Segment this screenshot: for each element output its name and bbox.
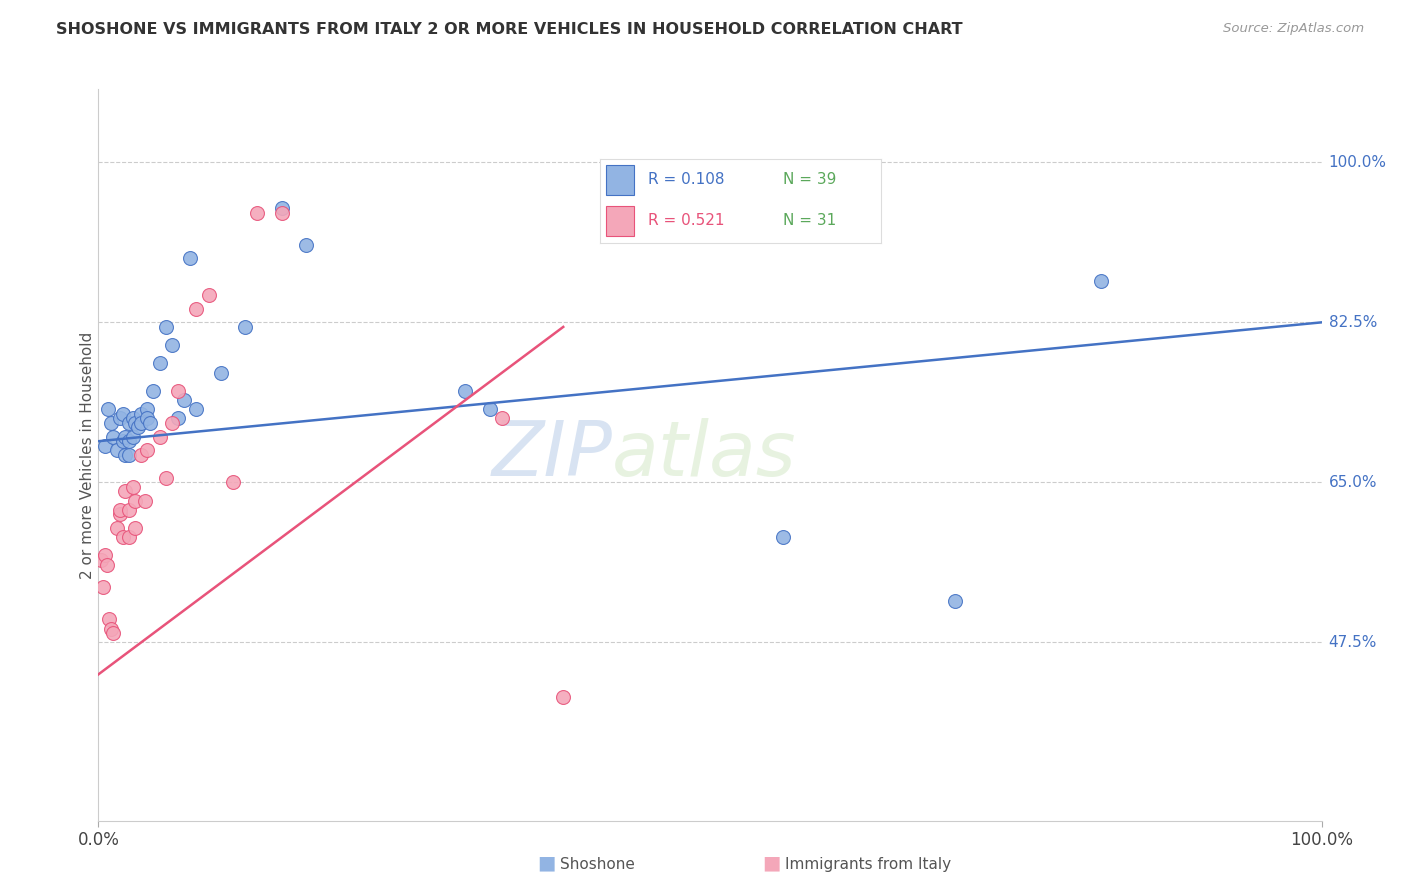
Point — [179, 252, 201, 266]
Point — [136, 402, 159, 417]
Point — [246, 205, 269, 219]
Point — [105, 443, 128, 458]
Text: R = 0.108: R = 0.108 — [648, 172, 724, 187]
Text: atlas: atlas — [612, 418, 797, 491]
Text: Source: ZipAtlas.com: Source: ZipAtlas.com — [1223, 22, 1364, 36]
Point — [136, 411, 159, 425]
Text: 65.0%: 65.0% — [1329, 475, 1376, 490]
Point — [111, 407, 134, 421]
Point — [139, 416, 162, 430]
Text: 100.0%: 100.0% — [1329, 155, 1386, 169]
Text: ZIP: ZIP — [491, 418, 612, 491]
Text: SHOSHONE VS IMMIGRANTS FROM ITALY 2 OR MORE VEHICLES IN HOUSEHOLD CORRELATION CH: SHOSHONE VS IMMIGRANTS FROM ITALY 2 OR M… — [56, 22, 963, 37]
Point — [149, 356, 172, 371]
Point — [142, 384, 165, 398]
Point — [136, 443, 159, 458]
Point — [118, 530, 141, 544]
Point — [124, 416, 146, 430]
Point — [209, 366, 232, 380]
Point — [124, 493, 146, 508]
Point — [111, 434, 134, 449]
Point — [129, 416, 152, 430]
Point — [222, 475, 245, 490]
Point — [197, 288, 219, 302]
Point — [110, 503, 132, 517]
Bar — [606, 165, 634, 194]
Point — [295, 237, 318, 252]
Point — [121, 430, 143, 444]
Point — [121, 411, 143, 425]
Point — [100, 622, 122, 636]
Point — [93, 439, 115, 453]
Point — [118, 448, 141, 462]
Y-axis label: 2 or more Vehicles in Household: 2 or more Vehicles in Household — [80, 331, 94, 579]
Point — [114, 484, 136, 499]
Point — [90, 553, 112, 567]
Text: Immigrants from Italy: Immigrants from Italy — [785, 857, 950, 872]
Point — [772, 530, 794, 544]
Point — [91, 581, 114, 595]
Point — [96, 558, 118, 572]
Point — [114, 430, 136, 444]
Text: 82.5%: 82.5% — [1329, 315, 1376, 330]
Point — [167, 411, 190, 425]
Point — [97, 402, 120, 417]
Point — [186, 301, 208, 316]
Text: 47.5%: 47.5% — [1329, 635, 1376, 650]
Point — [127, 420, 149, 434]
Point — [118, 434, 141, 449]
Point — [491, 411, 513, 425]
Point — [155, 320, 177, 334]
Point — [121, 480, 143, 494]
Point — [233, 320, 256, 334]
Point — [134, 493, 156, 508]
Point — [160, 416, 183, 430]
Point — [129, 448, 152, 462]
Point — [270, 205, 294, 219]
Point — [553, 690, 575, 705]
Point — [93, 549, 115, 563]
Point — [149, 430, 172, 444]
Point — [118, 416, 141, 430]
Text: ■: ■ — [762, 854, 780, 872]
Point — [186, 402, 208, 417]
Point — [1090, 274, 1112, 288]
Text: N = 39: N = 39 — [783, 172, 837, 187]
Point — [160, 338, 183, 352]
Point — [118, 503, 141, 517]
Point — [111, 530, 134, 544]
Point — [943, 594, 966, 608]
Point — [270, 201, 294, 215]
Point — [100, 416, 122, 430]
Point — [167, 384, 190, 398]
Text: R = 0.521: R = 0.521 — [648, 213, 724, 228]
Point — [98, 613, 121, 627]
Bar — [606, 206, 634, 236]
Point — [478, 402, 501, 417]
Point — [129, 407, 152, 421]
Text: N = 31: N = 31 — [783, 213, 837, 228]
Point — [105, 521, 128, 535]
Point — [454, 384, 477, 398]
Point — [101, 430, 124, 444]
Point — [173, 392, 195, 407]
Point — [114, 448, 136, 462]
Text: Shoshone: Shoshone — [560, 857, 634, 872]
Point — [101, 626, 124, 640]
Text: ■: ■ — [537, 854, 555, 872]
Point — [110, 508, 132, 522]
Point — [110, 411, 132, 425]
Point — [124, 521, 146, 535]
Point — [155, 471, 177, 485]
